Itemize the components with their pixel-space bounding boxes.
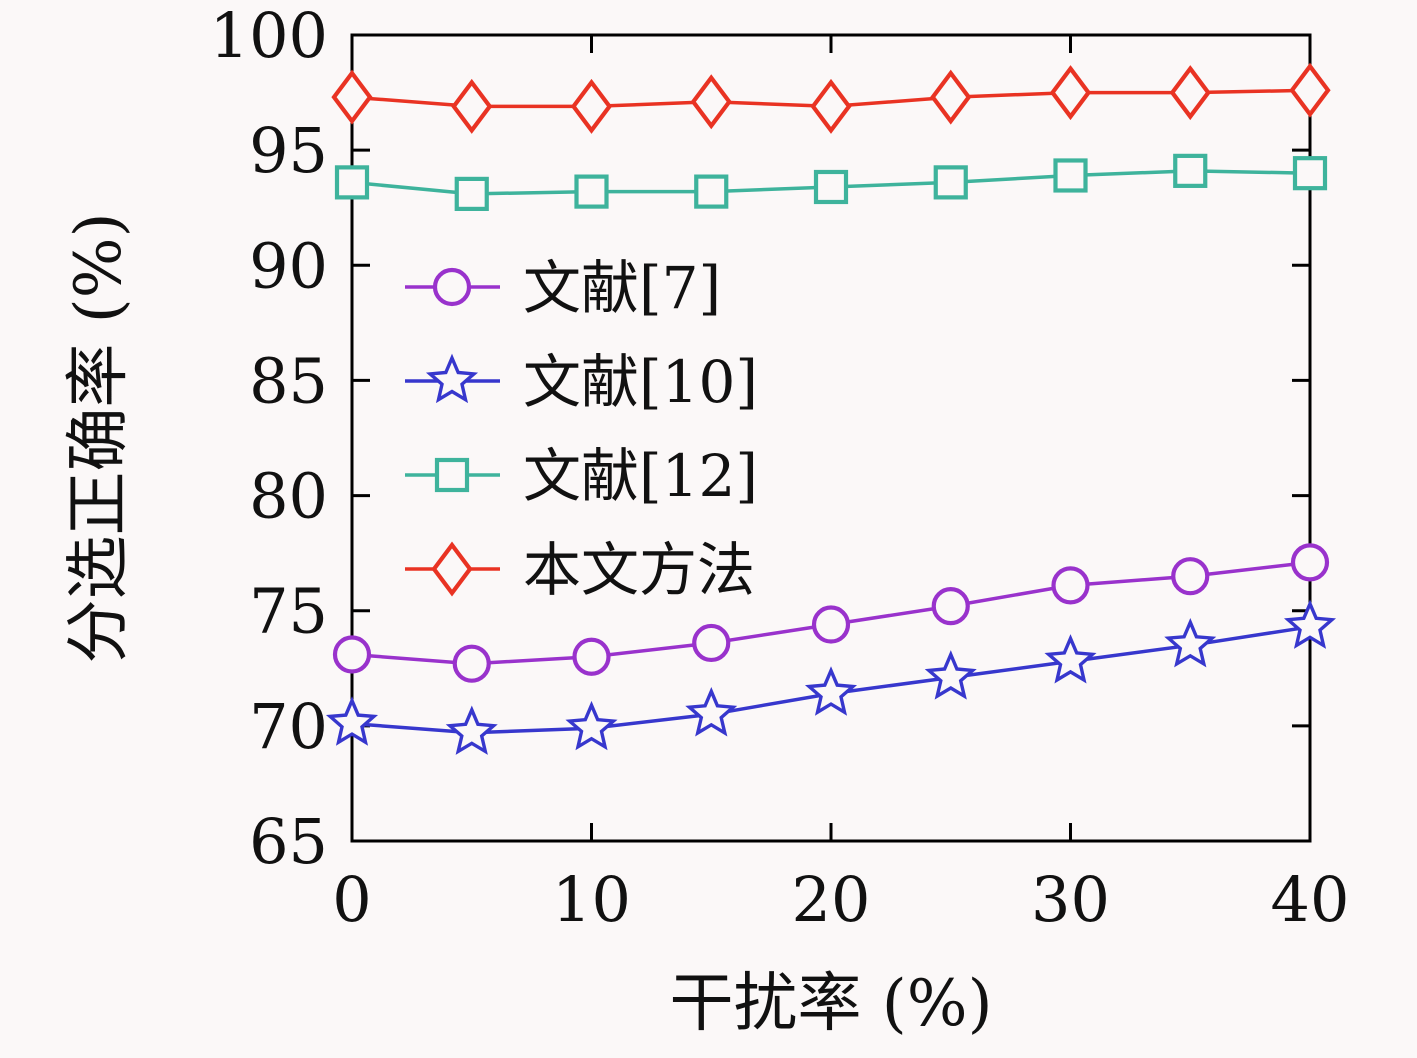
circle-marker [931, 587, 970, 626]
star-marker [1164, 617, 1217, 668]
circle-marker [452, 644, 491, 683]
legend-label: 文献[7] [523, 254, 721, 322]
star-marker [445, 705, 498, 755]
legend-label: 文献[10] [523, 348, 758, 416]
diamond-marker [331, 69, 373, 125]
y-tick-label: 65 [249, 805, 328, 878]
y-tick-label: 75 [249, 575, 328, 648]
x-tick-label: 30 [1031, 863, 1110, 936]
legend-label: 文献[12] [523, 442, 758, 510]
circle-marker [1051, 566, 1090, 605]
star-marker [804, 666, 858, 716]
diamond-marker [570, 78, 613, 134]
diamond-marker [1289, 62, 1331, 118]
circle-marker [1290, 543, 1330, 582]
x-tick-label: 20 [792, 863, 871, 936]
y-tick-label: 85 [249, 344, 328, 417]
x-tick-label: 40 [1271, 863, 1350, 936]
star-marker [685, 686, 738, 737]
diamond-marker [690, 74, 732, 130]
square-marker [454, 176, 489, 211]
legend-square-marker [434, 457, 470, 493]
star-marker [325, 696, 379, 746]
star-marker [565, 700, 618, 751]
plot-border [350, 33, 1312, 843]
square-marker [1053, 158, 1088, 193]
diamond-marker [451, 78, 493, 134]
diamond-marker [930, 69, 972, 125]
square-marker [694, 174, 729, 209]
star-marker [924, 650, 977, 700]
y-tick-label: 90 [249, 229, 328, 302]
square-marker [933, 165, 968, 200]
square-marker [574, 174, 609, 209]
diamond-marker [810, 78, 852, 134]
legend-label: 本文方法 [523, 536, 755, 604]
diamond-marker [1169, 65, 1211, 121]
square-marker [1173, 153, 1208, 188]
chart-plot-area: 0 10 20 30 40 65 70 75 80 85 90 95 100 文献[7] 文献[10] 文献[… [210, 0, 1350, 936]
square-marker [334, 165, 370, 200]
circle-marker [1171, 557, 1210, 596]
legend-star-marker [425, 353, 479, 404]
circle-marker [811, 605, 851, 644]
diamond-marker [1049, 65, 1092, 121]
square-marker [1292, 156, 1328, 191]
circle-marker [692, 623, 731, 663]
y-tick-label: 100 [210, 0, 328, 72]
circle-marker [332, 635, 372, 674]
legend-circle-marker [432, 267, 472, 307]
y-tick-label: 70 [249, 690, 328, 763]
star-marker [1283, 599, 1337, 649]
circle-marker [572, 637, 611, 676]
y-axis-title: 分选正确率 (%) [62, 212, 136, 663]
legend-diamond-marker [431, 541, 473, 597]
x-tick-label: 10 [552, 863, 631, 936]
x-axis-title: 干扰率 (%) [669, 967, 992, 1041]
y-tick-label: 80 [249, 460, 328, 533]
y-tick-label: 95 [249, 114, 328, 187]
x-tick-label: 0 [332, 863, 371, 936]
star-marker [1044, 634, 1097, 684]
square-marker [813, 169, 849, 205]
